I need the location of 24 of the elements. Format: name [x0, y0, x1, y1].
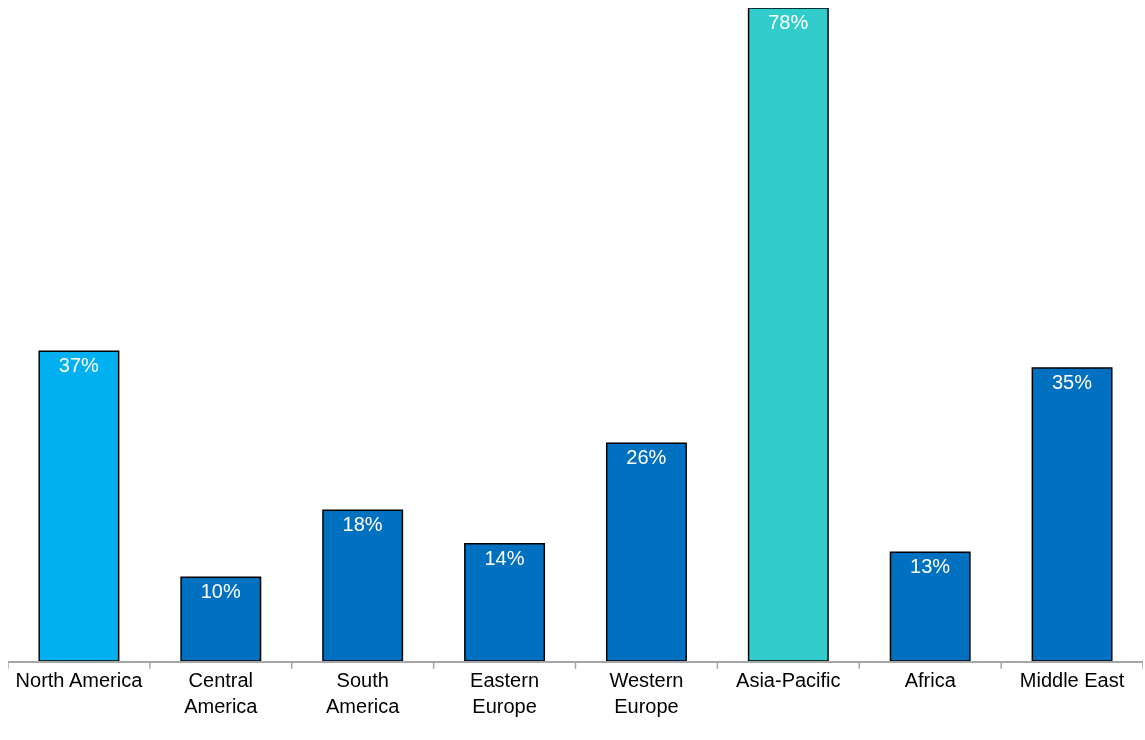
bar — [464, 543, 546, 661]
data-label: 14% — [484, 546, 525, 569]
bar — [747, 8, 829, 661]
bar — [889, 551, 971, 661]
bar — [1031, 367, 1113, 661]
x-tick-label: North America — [15, 668, 144, 691]
data-label: 18% — [342, 513, 383, 536]
data-label: 10% — [200, 580, 241, 603]
data-label: 37% — [58, 354, 100, 377]
x-tick-label: Asia-Pacific — [736, 668, 841, 691]
x-tick-label: Middle East — [1019, 668, 1125, 691]
bar — [180, 576, 262, 661]
x-tick-label: Western Europe — [609, 668, 684, 717]
bar — [322, 509, 404, 661]
bar — [605, 442, 687, 661]
x-tick-label: Eastern Europe — [470, 668, 540, 717]
data-label: 35% — [1051, 370, 1093, 393]
data-label: 13% — [910, 555, 951, 578]
x-tick-label: Africa — [904, 668, 957, 691]
x-tick-label: South America — [326, 668, 401, 717]
x-tick-label: Central America — [184, 668, 259, 717]
bar — [38, 350, 120, 661]
data-label: 78% — [768, 11, 809, 33]
data-label: 26% — [626, 446, 667, 469]
